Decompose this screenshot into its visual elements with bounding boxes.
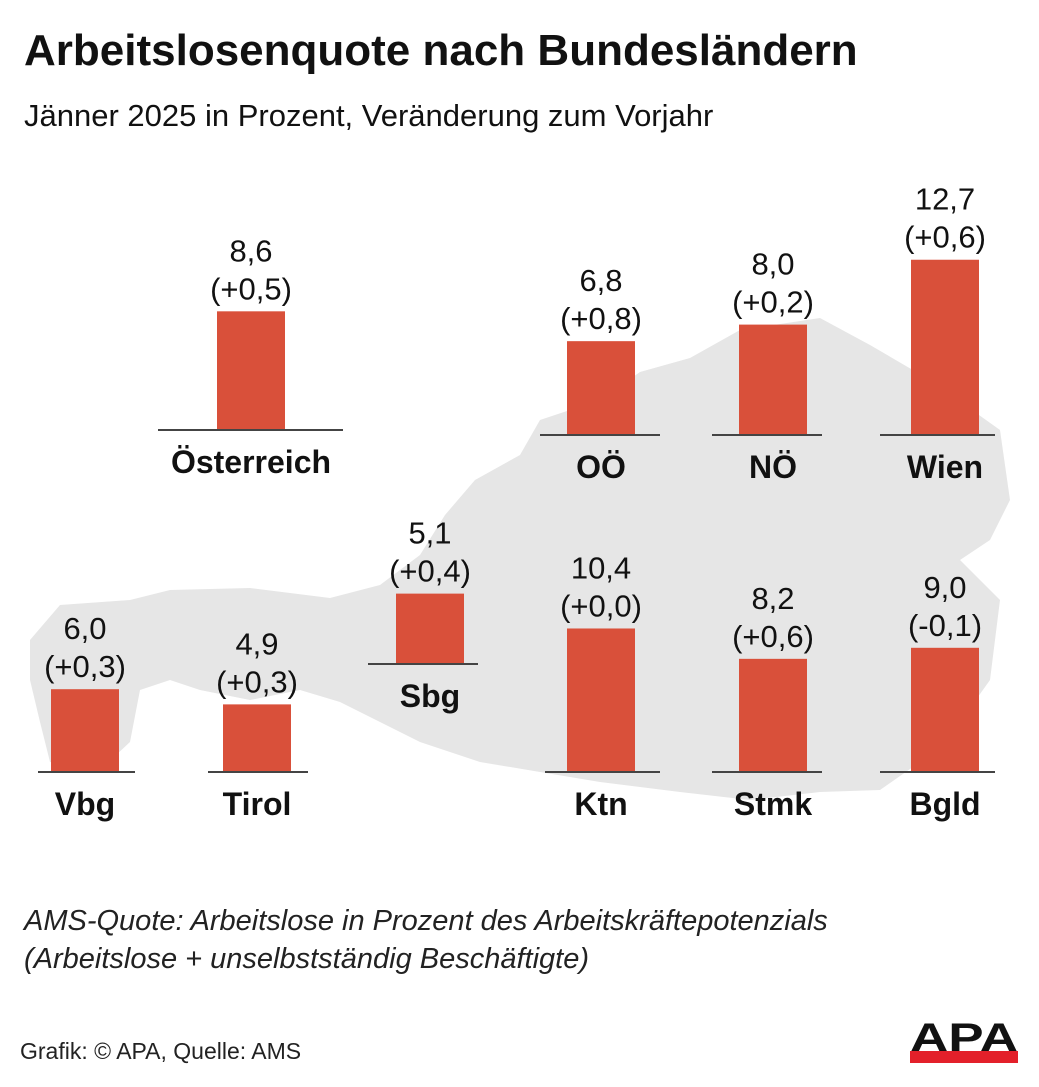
change-label: (+0,6) bbox=[732, 619, 814, 654]
change-label: (+0,2) bbox=[732, 285, 814, 320]
apa-logo: APA bbox=[910, 1018, 1018, 1063]
bar bbox=[739, 658, 807, 772]
value-label: 8,2 bbox=[751, 581, 794, 616]
bar bbox=[911, 259, 979, 435]
category-label: Österreich bbox=[171, 444, 331, 480]
apa-logo-bar bbox=[910, 1051, 1018, 1063]
value-label: 8,0 bbox=[751, 247, 794, 282]
change-label: (-0,1) bbox=[908, 608, 982, 643]
value-label: 8,6 bbox=[229, 233, 272, 268]
change-label: (+0,4) bbox=[389, 554, 471, 589]
change-label: (+0,3) bbox=[216, 664, 298, 699]
chart-title: Arbeitslosenquote nach Bundesländern bbox=[24, 26, 858, 75]
footnote: AMS-Quote: Arbeitslose in Prozent des Ar… bbox=[24, 902, 828, 978]
value-label: 9,0 bbox=[923, 570, 966, 605]
change-label: (+0,6) bbox=[904, 220, 986, 255]
value-label: 6,0 bbox=[63, 611, 106, 646]
chart-subtitle: Jänner 2025 in Prozent, Veränderung zum … bbox=[24, 98, 714, 133]
category-label: Tirol bbox=[223, 786, 292, 822]
bar bbox=[51, 689, 119, 772]
category-label: OÖ bbox=[576, 449, 626, 485]
change-label: (+0,5) bbox=[210, 271, 292, 306]
austria-map bbox=[30, 318, 1010, 800]
footnote-line-2: (Arbeitslose + unselbstständig Beschäfti… bbox=[24, 943, 590, 975]
value-label: 6,8 bbox=[579, 263, 622, 298]
category-label: NÖ bbox=[749, 449, 797, 485]
category-label: Bgld bbox=[909, 786, 980, 822]
source-credit: Grafik: © APA, Quelle: AMS bbox=[20, 1038, 302, 1064]
bar bbox=[396, 593, 464, 664]
bar bbox=[217, 311, 285, 430]
bar bbox=[911, 647, 979, 772]
bar bbox=[567, 341, 635, 435]
footnote-line-1: AMS-Quote: Arbeitslose in Prozent des Ar… bbox=[24, 905, 828, 937]
bar bbox=[223, 704, 291, 772]
category-label: Wien bbox=[907, 449, 983, 485]
change-label: (+0,3) bbox=[44, 649, 126, 684]
bar bbox=[567, 628, 635, 772]
bar bbox=[739, 324, 807, 435]
category-label: Ktn bbox=[574, 786, 627, 822]
category-label: Sbg bbox=[400, 678, 460, 714]
category-label: Vbg bbox=[55, 786, 115, 822]
value-label: 5,1 bbox=[408, 516, 451, 551]
change-label: (+0,0) bbox=[560, 588, 642, 623]
value-label: 4,9 bbox=[235, 626, 278, 661]
category-label: Stmk bbox=[734, 786, 812, 822]
change-label: (+0,8) bbox=[560, 301, 642, 336]
value-label: 12,7 bbox=[915, 182, 975, 217]
value-label: 10,4 bbox=[571, 550, 631, 585]
